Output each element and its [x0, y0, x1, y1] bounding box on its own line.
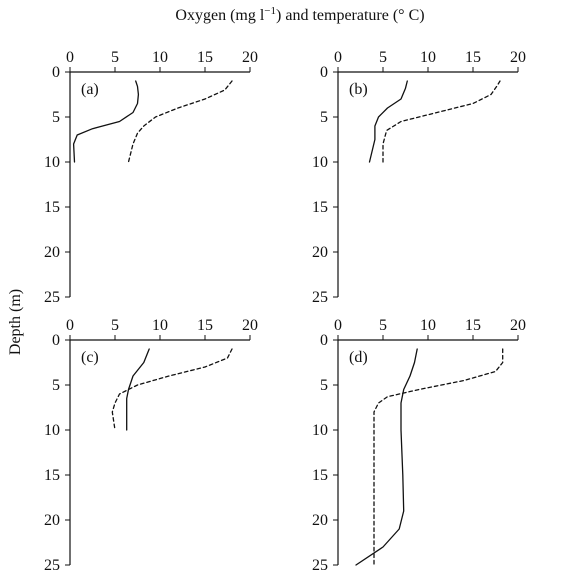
oxygen-line — [355, 348, 418, 566]
x-axis-title-tail: ) and temperature (° C) — [276, 7, 425, 24]
y-tick-label: 5 — [52, 377, 60, 394]
x-tick-label: 5 — [379, 317, 387, 334]
y-tick-label: 20 — [312, 244, 328, 261]
x-tick-label: 20 — [510, 317, 526, 334]
panel-label: (a) — [81, 81, 99, 98]
x-tick-label: 20 — [510, 49, 526, 66]
y-tick-label: 10 — [44, 154, 60, 171]
x-tick-label: 5 — [379, 49, 387, 66]
panel-label: (d) — [349, 349, 368, 366]
y-tick-label: 25 — [312, 557, 328, 574]
oxygen-line — [72, 80, 140, 163]
temperature-line — [111, 348, 233, 431]
x-axis-title-main: Oxygen (mg l — [175, 7, 264, 24]
y-tick-label: 15 — [44, 199, 60, 216]
y-tick-label: 10 — [44, 422, 60, 439]
y-tick-label: 15 — [44, 467, 60, 484]
y-tick-label: 0 — [320, 64, 328, 81]
y-tick-label: 25 — [44, 289, 60, 306]
x-tick-label: 20 — [242, 317, 258, 334]
x-tick-label: 10 — [152, 317, 168, 334]
x-tick-label: 10 — [420, 317, 436, 334]
temperature-line — [382, 80, 501, 163]
x-tick-label: 15 — [465, 49, 481, 66]
x-tick-label: 0 — [66, 317, 74, 334]
temperature-line — [127, 80, 233, 163]
x-tick-label: 20 — [242, 49, 258, 66]
y-tick-label: 15 — [312, 467, 328, 484]
y-tick-label: 0 — [52, 332, 60, 349]
x-tick-label: 0 — [66, 49, 74, 66]
temperature-line — [373, 348, 504, 566]
y-tick-label: 20 — [44, 512, 60, 529]
y-tick-label: 10 — [312, 154, 328, 171]
x-tick-label: 5 — [111, 317, 119, 334]
x-tick-label: 0 — [334, 49, 342, 66]
panels: 0 5 10 15 20 0 5 10 15 20 25 (a) 0 5 10 15 20 0 5 10 15 20 25 (… — [44, 49, 526, 574]
panel-label: (b) — [349, 81, 368, 98]
x-tick-label: 5 — [111, 49, 119, 66]
x-tick-label: 10 — [152, 49, 168, 66]
x-tick-label: 0 — [334, 317, 342, 334]
y-tick-label: 20 — [44, 244, 60, 261]
panel-label: (c) — [81, 349, 99, 366]
y-tick-label: 25 — [44, 557, 60, 574]
y-tick-label: 25 — [312, 289, 328, 306]
x-tick-label: 15 — [465, 317, 481, 334]
y-tick-label: 15 — [312, 199, 328, 216]
y-tick-label: 5 — [320, 377, 328, 394]
panel-c: 0 5 10 15 20 0 5 10 15 20 25 (c) — [44, 317, 258, 574]
x-tick-label: 15 — [197, 49, 213, 66]
panel-b: 0 5 10 15 20 0 5 10 15 20 25 (b) — [312, 49, 526, 306]
y-tick-label: 5 — [52, 109, 60, 126]
oxygen-line — [368, 80, 408, 163]
x-axis-title-sup: −1 — [264, 5, 276, 17]
y-tick-label: 0 — [320, 332, 328, 349]
oxygen-line — [126, 348, 150, 431]
y-tick-label: 0 — [52, 64, 60, 81]
x-tick-label: 10 — [420, 49, 436, 66]
panel-a: 0 5 10 15 20 0 5 10 15 20 25 (a) — [44, 49, 258, 306]
y-tick-label: 10 — [312, 422, 328, 439]
y-axis-title: Depth (m) — [7, 289, 24, 355]
panel-d: 0 5 10 15 20 0 5 10 15 20 25 (d) — [312, 317, 526, 574]
y-tick-label: 5 — [320, 109, 328, 126]
y-tick-label: 20 — [312, 512, 328, 529]
x-axis-title: Oxygen (mg l−1) and temperature (° C) — [175, 5, 424, 24]
x-tick-label: 15 — [197, 317, 213, 334]
